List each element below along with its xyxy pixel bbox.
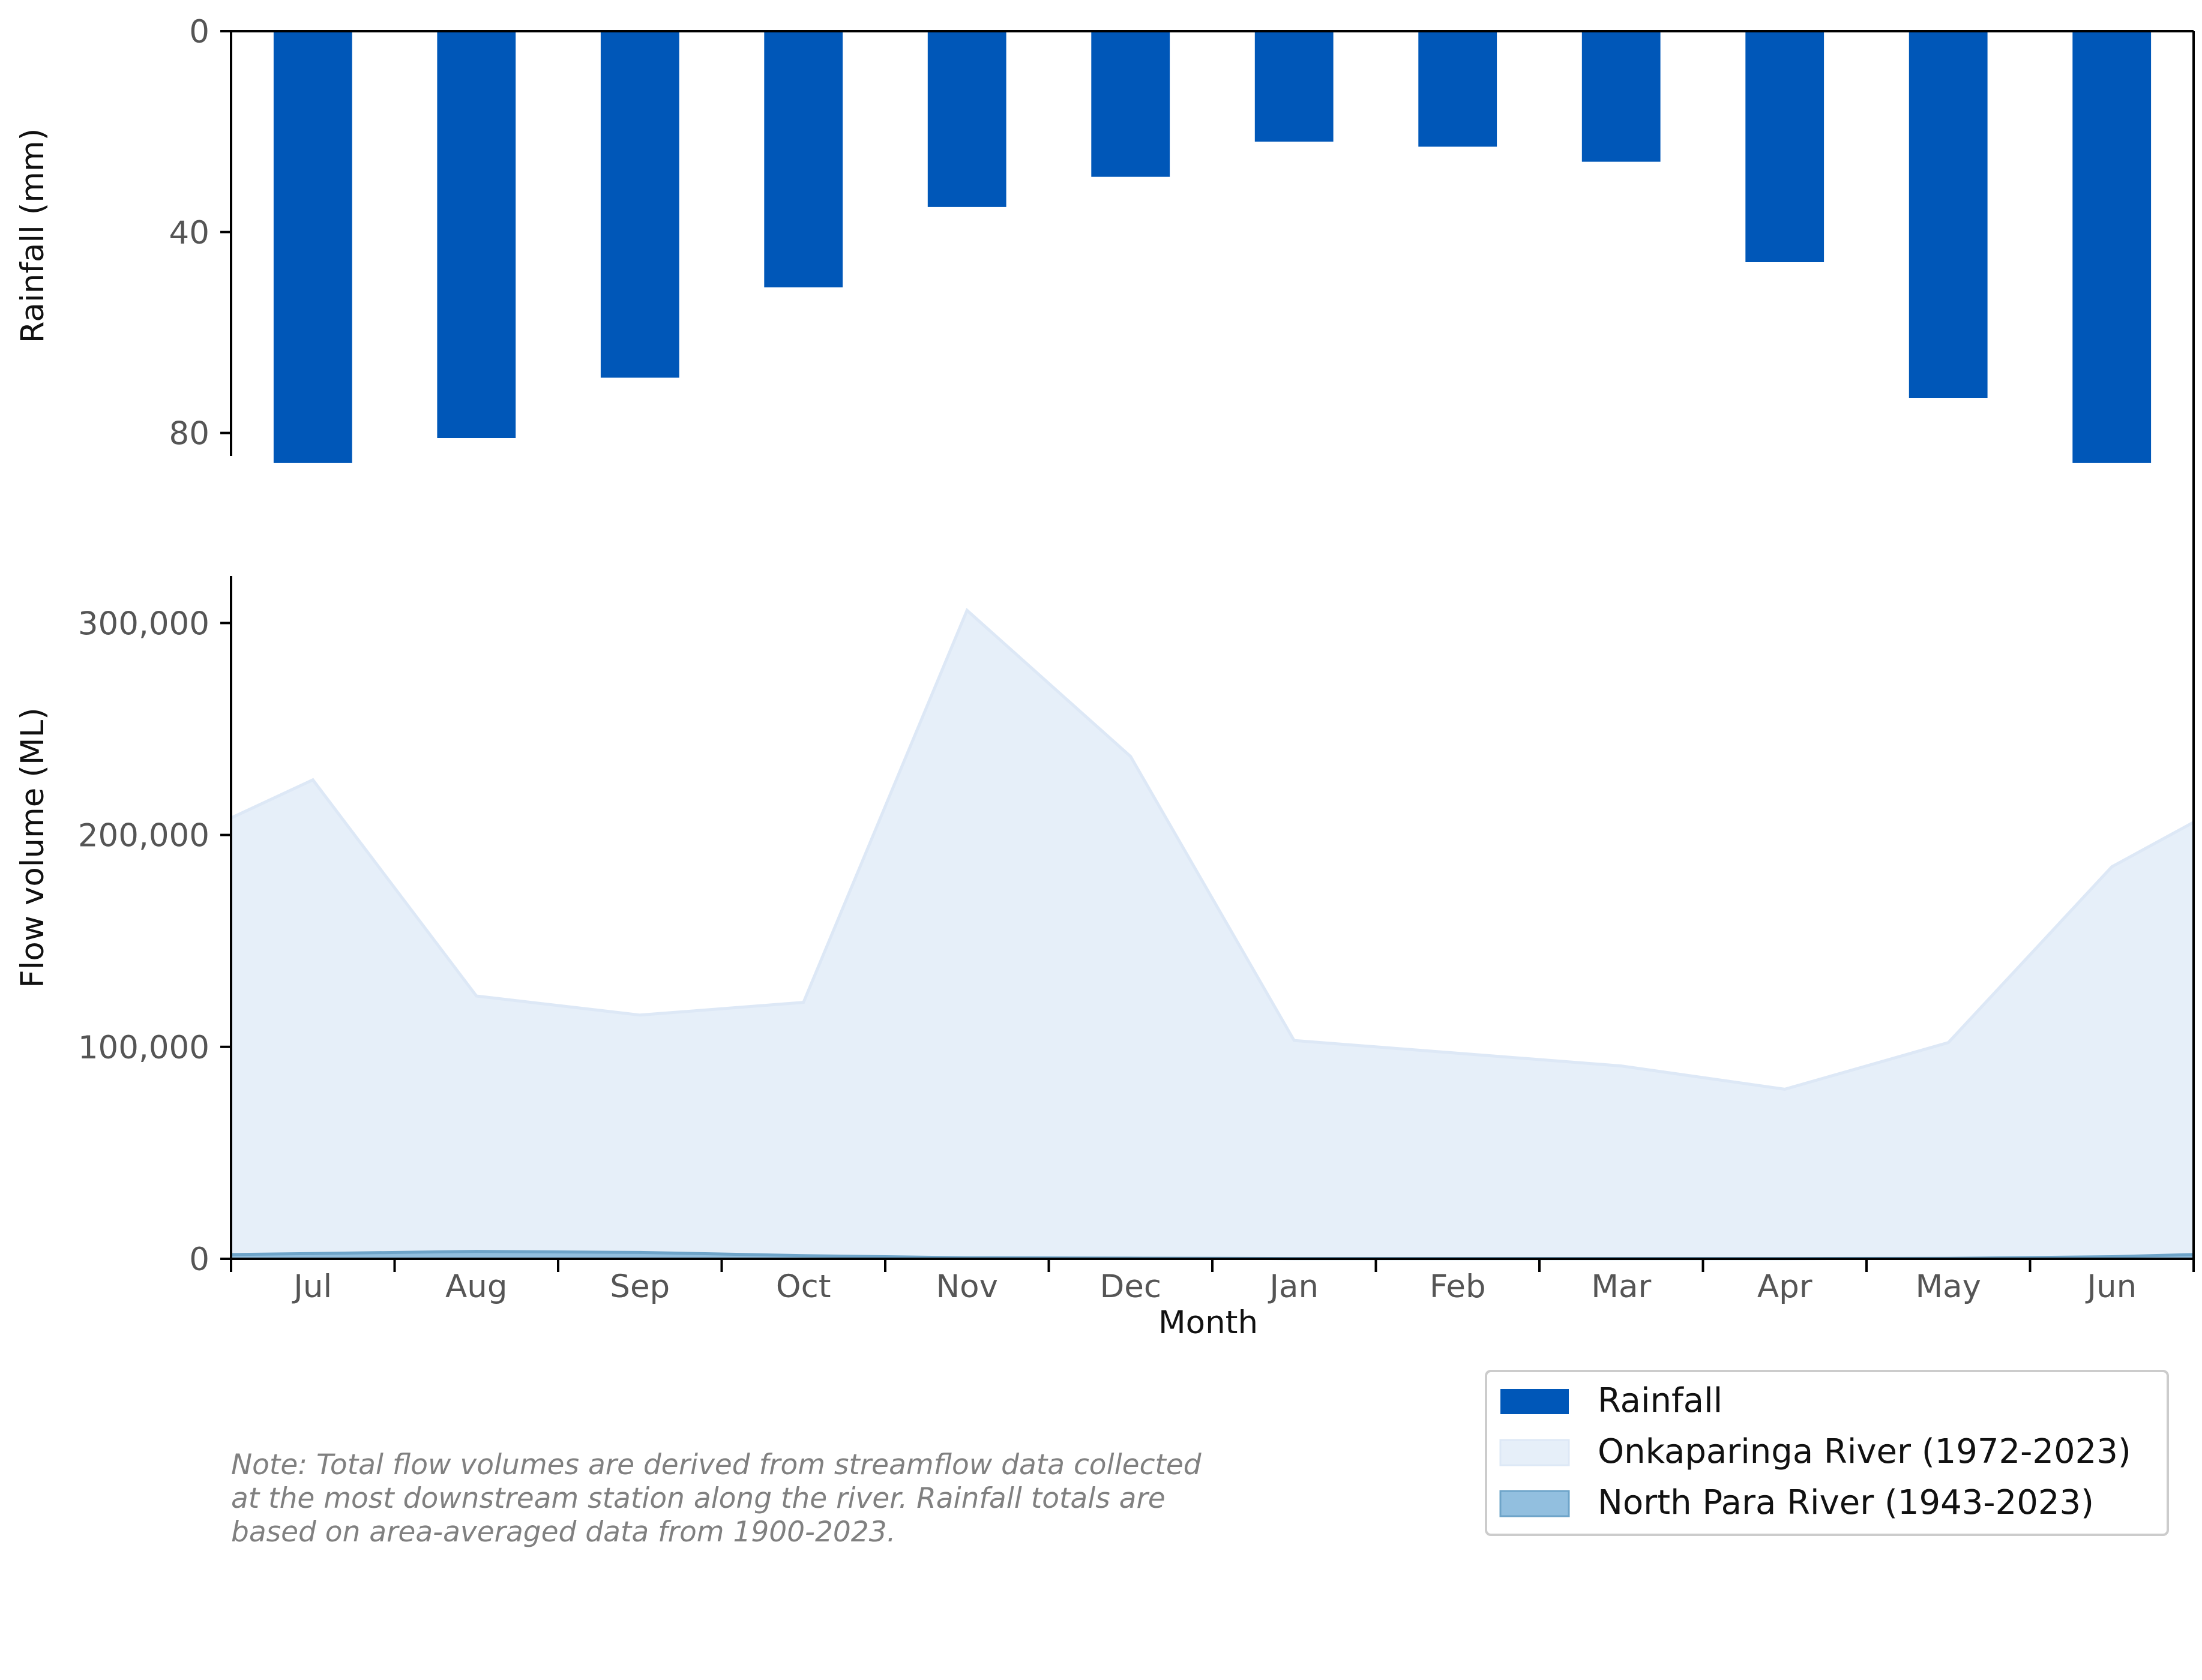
rainfall-bar-sep bbox=[600, 31, 679, 378]
note-line-1: Note: Total flow volumes are derived fro… bbox=[231, 1448, 1202, 1481]
rainfall-axis-title: Rainfall (mm) bbox=[14, 128, 51, 344]
flow-point-north-para-oct bbox=[802, 1254, 805, 1258]
rainfall-bar-dec bbox=[1091, 31, 1170, 177]
flow-tick-label-100000: 100,000 bbox=[78, 1030, 209, 1066]
x-tick-label-feb: Feb bbox=[1430, 1268, 1486, 1305]
x-tick-label-dec: Dec bbox=[1099, 1268, 1161, 1305]
flow-point-onkaparinga-oct bbox=[802, 1001, 805, 1004]
flow-point-onkaparinga-jul bbox=[311, 778, 314, 782]
flow-line-onkaparinga bbox=[230, 607, 2195, 1091]
rainfall-bar-mar bbox=[1581, 31, 1661, 162]
x-tick-label-jan: Jan bbox=[1268, 1268, 1319, 1305]
x-axis-title: Month bbox=[1158, 1304, 1258, 1341]
flow-point-north-para-aug bbox=[475, 1250, 478, 1253]
flow-point-onkaparinga-jan bbox=[1292, 1039, 1296, 1042]
flow-tick-label-0: 0 bbox=[189, 1241, 209, 1278]
rainfall-bar-apr bbox=[1745, 31, 1824, 262]
x-tick-label-jun: Jun bbox=[2085, 1268, 2137, 1305]
flow-point-onkaparinga-jun bbox=[2110, 865, 2114, 869]
flow-point-onkaparinga-may bbox=[1946, 1041, 1950, 1045]
rainfall-bar-may bbox=[1909, 31, 1988, 398]
x-tick-label-nov: Nov bbox=[936, 1268, 998, 1305]
x-tick-label-apr: Apr bbox=[1757, 1268, 1812, 1305]
x-tick-label-aug: Aug bbox=[445, 1268, 508, 1305]
rainfall-bar-layer bbox=[273, 31, 2152, 463]
rainfall-tick-label-80: 80 bbox=[169, 416, 209, 452]
x-tick-label-mar: Mar bbox=[1591, 1268, 1651, 1305]
x-tick-label-sep: Sep bbox=[610, 1268, 670, 1305]
rainfall-bar-jul bbox=[273, 31, 352, 463]
flow-point-onkaparinga-dec bbox=[1129, 755, 1133, 758]
flow-point-onkaparinga-mar bbox=[1619, 1064, 1623, 1068]
rainfall-bar-aug bbox=[437, 31, 516, 438]
rainfall-tick-label-40: 40 bbox=[169, 215, 209, 251]
rainfall-bar-jan bbox=[1254, 31, 1334, 142]
flow-area-onkaparinga bbox=[231, 610, 2194, 1259]
legend-label-rainfall: Rainfall bbox=[1598, 1381, 1722, 1420]
note-line-3: based on area-averaged data from 1900-20… bbox=[231, 1516, 896, 1549]
rainfall-bar-nov bbox=[927, 31, 1006, 207]
flow-tick-label-300000: 300,000 bbox=[78, 605, 209, 642]
flow-point-north-para-sep bbox=[638, 1250, 642, 1254]
legend: Rainfall Onkaparinga River (1972-2023) N… bbox=[1485, 1370, 2169, 1536]
legend-swatch-onkaparinga bbox=[1499, 1439, 1570, 1466]
x-tick-label-may: May bbox=[1915, 1268, 1981, 1305]
legend-swatch-north-para bbox=[1499, 1490, 1570, 1517]
legend-frame bbox=[1485, 1370, 2169, 1536]
x-tick-label-oct: Oct bbox=[776, 1268, 831, 1305]
rainfall-bar-jun bbox=[2072, 31, 2152, 463]
rainfall-bar-feb bbox=[1418, 31, 1497, 147]
flow-point-onkaparinga-apr bbox=[1783, 1087, 1787, 1091]
flow-area-north-para bbox=[231, 1251, 2194, 1259]
rainfall-tick-label-0: 0 bbox=[189, 14, 209, 50]
x-tick-label-jul: Jul bbox=[292, 1268, 332, 1305]
legend-label-north-para: North Para River (1943-2023) bbox=[1598, 1483, 2094, 1522]
flow-point-onkaparinga-nov bbox=[965, 608, 969, 612]
flow-point-onkaparinga-aug bbox=[475, 994, 478, 998]
note-line-2: at the most downstream station along the… bbox=[231, 1482, 1166, 1515]
footnote: Note: Total flow volumes are derived fro… bbox=[231, 1448, 1202, 1549]
flow-point-north-para-jul bbox=[311, 1252, 314, 1255]
legend-swatch-rainfall bbox=[1500, 1389, 1569, 1414]
flow-point-onkaparinga-feb bbox=[1456, 1051, 1460, 1055]
flow-axis-title: Flow volume (ML) bbox=[14, 707, 51, 988]
flow-point-onkaparinga-sep bbox=[638, 1013, 642, 1017]
flow-tick-label-200000: 200,000 bbox=[78, 818, 209, 854]
axes-layer: 0 40 80 0 100,000 200,000 300,000 Jul Aug Sep Oct N… bbox=[78, 14, 2195, 1305]
legend-label-onkaparinga: Onkaparinga River (1972-2023) bbox=[1598, 1432, 2131, 1471]
rainfall-bar-oct bbox=[764, 31, 843, 287]
